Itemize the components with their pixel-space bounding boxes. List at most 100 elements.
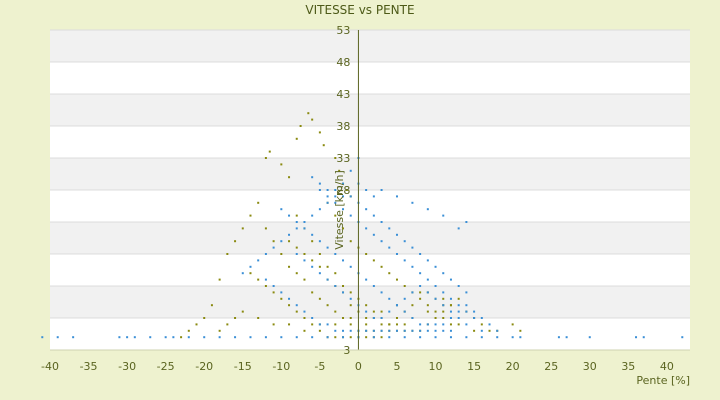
data-point	[442, 297, 445, 300]
data-point	[380, 317, 383, 319]
data-point	[241, 310, 244, 313]
data-point	[334, 323, 337, 326]
data-point	[272, 246, 275, 249]
data-point	[349, 317, 352, 319]
data-point	[419, 297, 422, 300]
data-point	[295, 246, 298, 249]
data-point	[395, 329, 398, 332]
data-point	[465, 323, 468, 326]
data-point	[411, 291, 414, 294]
data-point	[519, 329, 522, 332]
data-point	[565, 336, 568, 339]
data-point	[465, 304, 468, 307]
data-point	[372, 259, 375, 262]
data-point	[210, 304, 213, 307]
data-point	[318, 208, 321, 211]
data-point	[496, 336, 499, 339]
data-point	[195, 323, 198, 326]
data-point	[241, 227, 244, 230]
data-point	[241, 272, 244, 275]
data-point	[326, 189, 329, 191]
data-point	[187, 336, 190, 339]
data-point	[342, 285, 345, 287]
data-point	[403, 285, 406, 287]
data-point	[365, 253, 368, 255]
data-point	[588, 336, 591, 339]
data-point	[349, 304, 352, 307]
x-tick-label: -30	[118, 360, 136, 373]
data-point	[442, 291, 445, 294]
data-point	[419, 272, 422, 275]
data-point	[338, 169, 341, 172]
data-point	[264, 227, 267, 230]
data-point	[280, 208, 283, 211]
data-point	[395, 253, 398, 255]
data-point	[187, 329, 190, 332]
data-point	[349, 329, 352, 332]
data-point	[126, 336, 129, 339]
data-point	[681, 336, 684, 339]
data-point	[334, 336, 337, 339]
data-point	[180, 336, 183, 339]
data-point	[334, 201, 337, 204]
grid-band	[50, 62, 690, 94]
grid-band	[50, 318, 690, 350]
data-point	[249, 265, 252, 268]
data-point	[342, 227, 345, 230]
data-point	[411, 317, 414, 319]
data-point	[322, 144, 325, 147]
data-point	[365, 278, 368, 281]
data-point	[218, 278, 221, 281]
data-point	[342, 259, 345, 262]
data-point	[226, 253, 229, 255]
data-point	[334, 195, 337, 198]
data-point	[449, 278, 452, 281]
data-point	[380, 329, 383, 332]
data-point	[234, 240, 237, 243]
data-point	[480, 323, 483, 326]
data-point	[465, 310, 468, 313]
data-point	[303, 227, 306, 230]
data-point	[449, 304, 452, 307]
x-tick-label: -5	[314, 360, 325, 373]
data-point	[434, 329, 437, 332]
data-point	[403, 297, 406, 300]
data-point	[342, 208, 345, 211]
data-point	[257, 259, 260, 262]
data-point	[380, 336, 383, 339]
data-point	[303, 317, 306, 319]
data-point	[434, 265, 437, 268]
data-point	[268, 150, 271, 153]
data-point	[342, 182, 345, 185]
data-point	[635, 336, 638, 339]
data-point	[434, 323, 437, 326]
data-point	[342, 195, 345, 198]
data-point	[388, 323, 391, 326]
data-point	[342, 336, 345, 339]
data-point	[149, 336, 152, 339]
series-olive	[180, 112, 522, 339]
data-point	[342, 329, 345, 332]
y-axis-ticks: 3 28 33 38 43 48 53	[336, 24, 350, 357]
data-point	[449, 323, 452, 326]
data-point	[318, 323, 321, 326]
grid-band	[50, 190, 690, 222]
data-point	[372, 285, 375, 287]
data-point	[349, 323, 352, 326]
axes	[50, 30, 690, 351]
data-point	[311, 336, 314, 339]
data-point	[257, 317, 260, 319]
data-point	[411, 304, 414, 307]
data-point	[457, 323, 460, 326]
data-point	[403, 336, 406, 339]
data-point	[473, 310, 476, 313]
x-tick-label: 20	[506, 360, 520, 373]
data-point	[295, 227, 298, 230]
data-point	[326, 304, 329, 307]
data-point	[264, 278, 267, 281]
data-point	[372, 195, 375, 198]
data-point	[334, 253, 337, 255]
data-point	[133, 336, 136, 339]
data-point	[434, 285, 437, 287]
data-point	[326, 336, 329, 339]
